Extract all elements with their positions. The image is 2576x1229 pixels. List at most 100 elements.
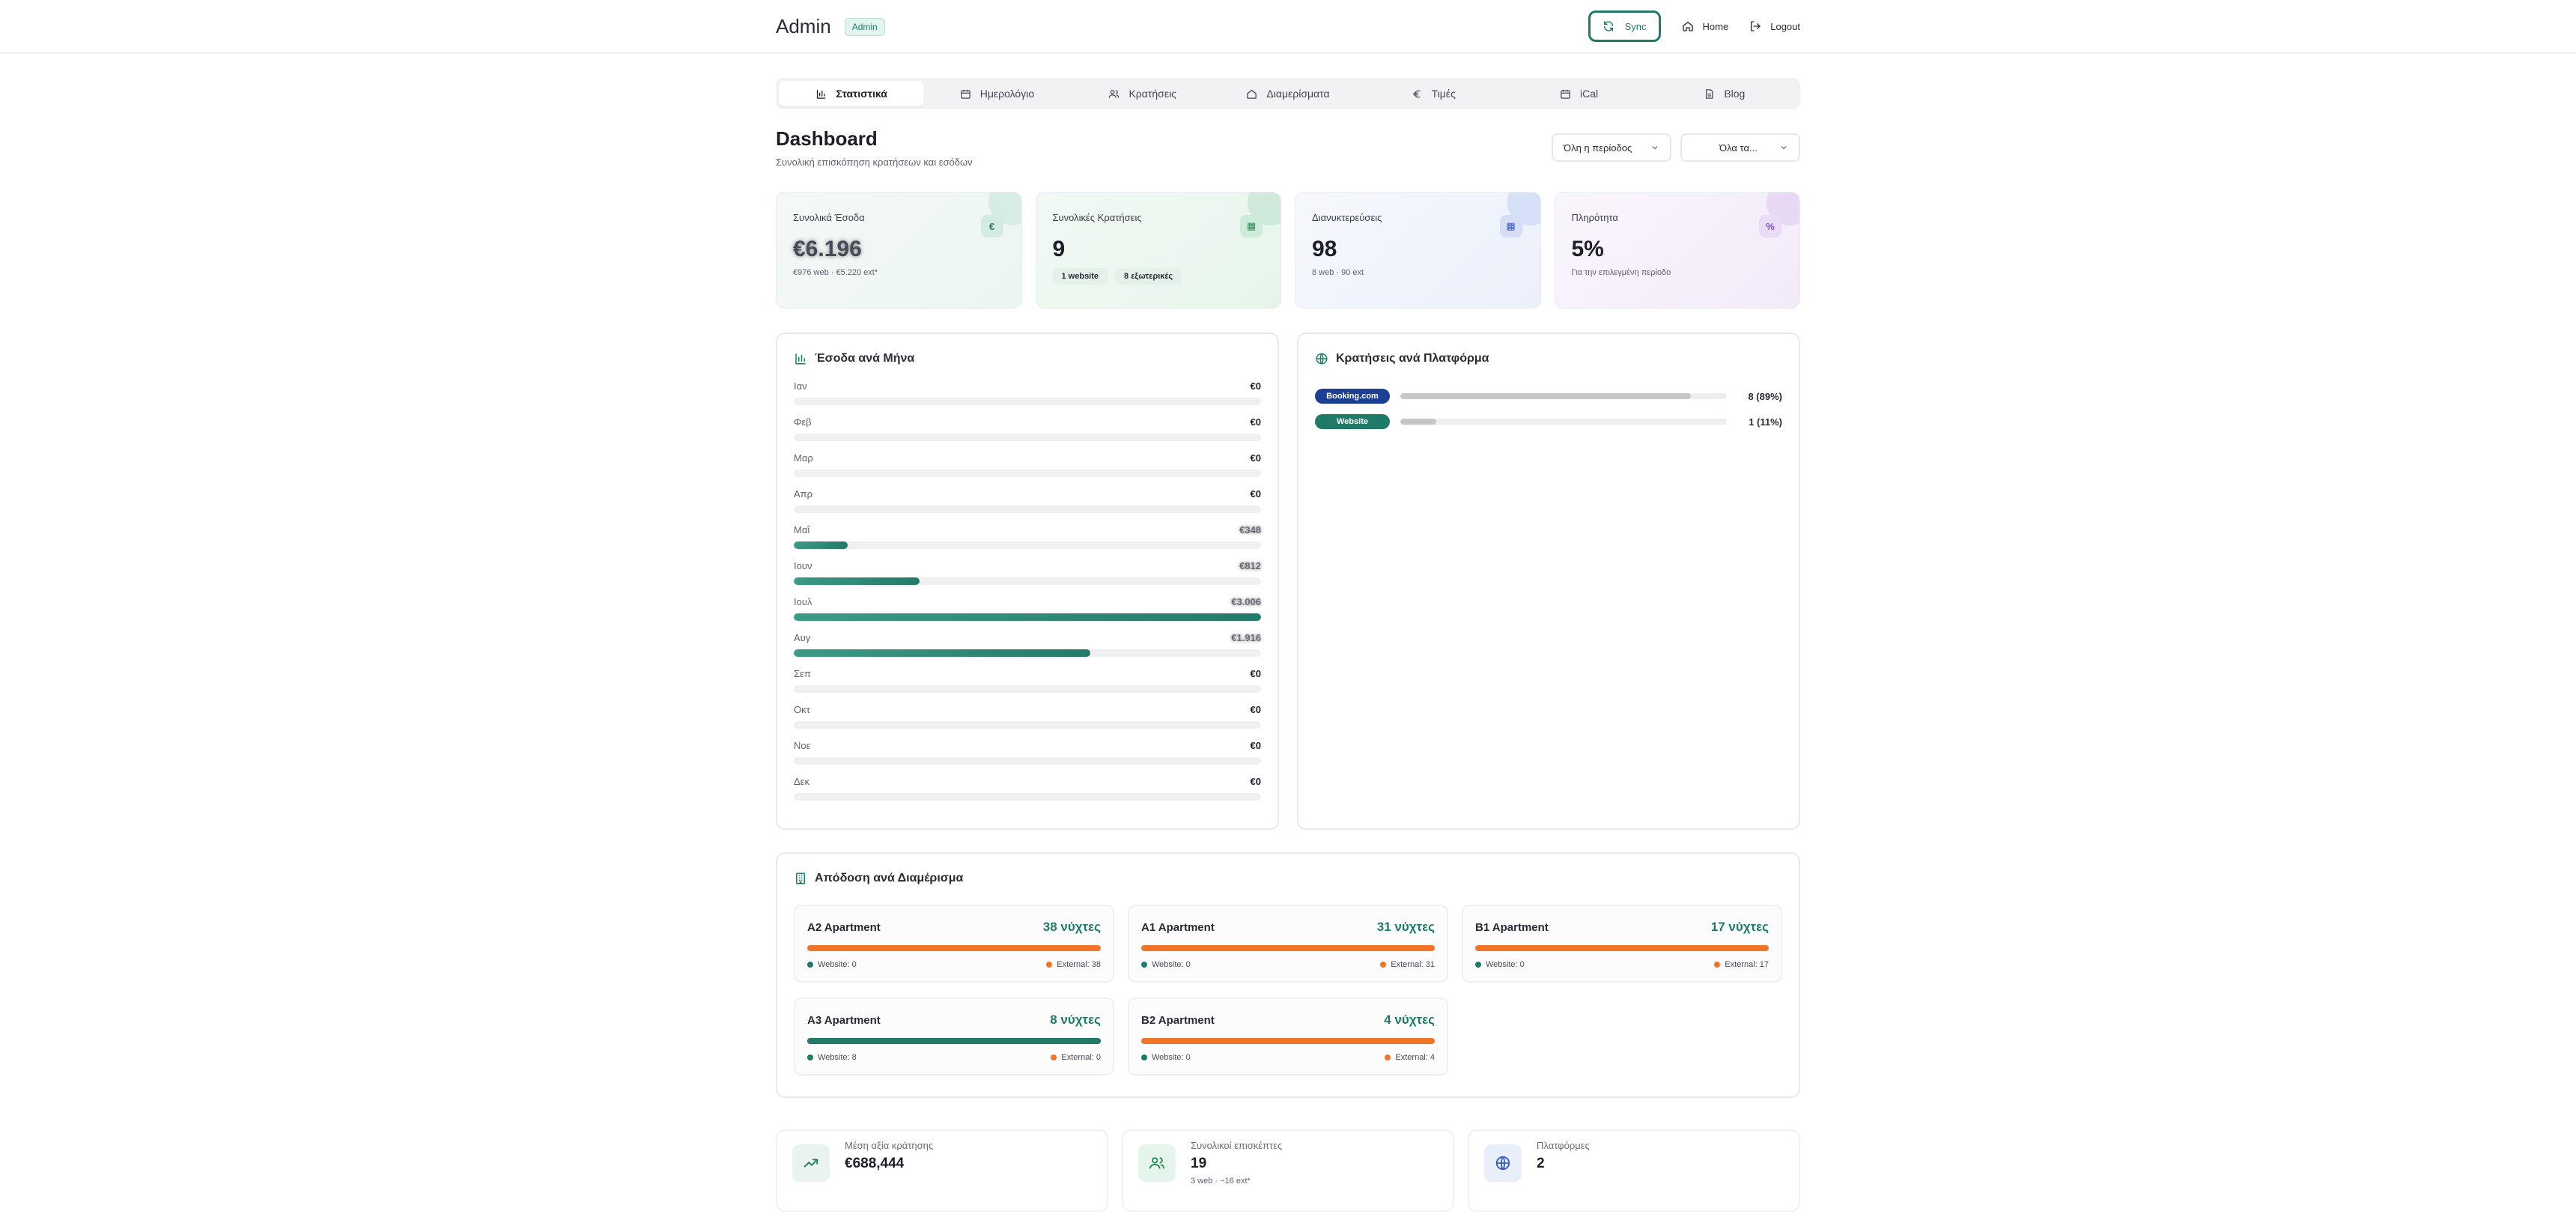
platform-badge: Website [1315, 414, 1390, 429]
apartment-card-header: B1 Apartment 17 νύχτες [1475, 920, 1769, 935]
trending-up-icon [792, 1144, 830, 1182]
filters: Όλη η περίοδος Όλα τα... [1552, 133, 1800, 162]
month-bar-track [794, 434, 1261, 441]
apartment-split-bar [807, 945, 1101, 951]
month-value: €0 [1250, 488, 1261, 500]
sync-button[interactable]: Sync [1588, 10, 1661, 42]
platform-list: Booking.com 8 (89%) Website 1 (11%) [1315, 383, 1782, 434]
website-count-text: Website: 0 [1486, 960, 1525, 969]
apartment-split-bar [1141, 1038, 1435, 1044]
month-header: Ιουν €812 [794, 560, 1261, 571]
stat-card-nights: Διανυκτερεύσεις ▦ 98 8 web · 90 ext [1295, 192, 1541, 309]
apartment-split-bar [807, 1038, 1101, 1044]
website-count: Website: 0 [807, 960, 857, 969]
month-name: Σεπ [794, 668, 811, 679]
page-title: Dashboard [776, 127, 878, 150]
month-row: Νοε €0 [794, 740, 1261, 776]
month-row: Μαρ €0 [794, 452, 1261, 488]
month-bar-fill [794, 541, 848, 549]
tab-label: Στατιστικά [836, 88, 887, 100]
summary-card-platforms: Πλατφόρμες 2 [1468, 1129, 1800, 1212]
month-header: Σεπ €0 [794, 668, 1261, 679]
chevron-down-icon [1779, 143, 1788, 152]
apartment-name: A1 Apartment [1141, 921, 1215, 934]
panel-title-text: Απόδοση ανά Διαμέρισμα [815, 872, 964, 884]
month-value: €0 [1250, 416, 1261, 428]
month-row: Δεκ €0 [794, 776, 1261, 812]
tab-prices[interactable]: Τιμές [1361, 81, 1506, 106]
period-select-value: Όλη η περίοδος [1564, 142, 1632, 154]
tab-blog[interactable]: Blog [1652, 81, 1797, 106]
website-dot-icon [1141, 962, 1147, 968]
apartment-select[interactable]: Όλα τα... [1680, 133, 1800, 162]
panel-title-text: Κρατήσεις ανά Πλατφόρμα [1336, 352, 1489, 365]
calendar-icon [1560, 88, 1571, 100]
external-dot-icon [1380, 962, 1387, 968]
euro-icon [1412, 88, 1423, 100]
external-count-text: External: 4 [1395, 1053, 1435, 1062]
period-select[interactable]: Όλη η περίοδος [1552, 133, 1671, 162]
month-header: Μαρ €0 [794, 452, 1261, 464]
month-row: Μαΐ €348 [794, 524, 1261, 560]
logout-icon [1749, 20, 1761, 32]
home-link[interactable]: Home [1682, 20, 1728, 32]
summary-text: Πλατφόρμες 2 [1537, 1140, 1590, 1201]
logout-link[interactable]: Logout [1749, 20, 1800, 32]
stat-value: 9 [1052, 237, 1066, 261]
month-header: Ιουλ €3.006 [794, 596, 1261, 607]
tab-ical[interactable]: iCal [1506, 81, 1651, 106]
month-value: €1.916 [1231, 632, 1261, 643]
summary-note: 3 web · ~16 ext* [1191, 1177, 1251, 1186]
apartment-nights: 4 νύχτες [1384, 1013, 1435, 1027]
website-chip: 1 website [1052, 268, 1108, 285]
external-count-text: External: 0 [1061, 1053, 1101, 1062]
building-icon [794, 872, 807, 885]
month-header: Ιαν €0 [794, 380, 1261, 392]
month-bar-track [794, 398, 1261, 405]
stat-chips: 1 website 8 εξωτερικές [1052, 268, 1265, 285]
external-count: External: 17 [1714, 960, 1769, 969]
tab-label: Διαμερίσματα [1266, 88, 1330, 100]
website-dot-icon [807, 962, 813, 968]
month-name: Απρ [794, 488, 813, 500]
website-count: Website: 0 [1141, 1053, 1191, 1062]
month-bar-track [794, 721, 1261, 729]
stat-label: Συνολικά Έσοδα [793, 212, 865, 223]
dashboard-header: Dashboard Συνολική επισκόπηση κρατήσεων … [776, 127, 973, 168]
tab-calendar[interactable]: Ημερολόγιο [924, 81, 1069, 106]
platform-value: 8 (89%) [1748, 390, 1782, 402]
month-row: Σεπ €0 [794, 668, 1261, 704]
external-count: External: 0 [1051, 1053, 1101, 1062]
monthly-revenue-panel: Έσοδα ανά Μήνα Ιαν €0 Φεβ €0 Μαρ €0 Απρ €0 Μαΐ €3… [776, 333, 1279, 830]
tab-bookings[interactable]: Κρατήσεις [1070, 81, 1215, 106]
summary-text: Συνολικοί επισκέπτες 19 3 web · ~16 ext* [1191, 1140, 1282, 1201]
external-count: External: 38 [1046, 960, 1101, 969]
platform-value: 1 (11%) [1749, 416, 1782, 428]
website-count-text: Website: 0 [1152, 1053, 1191, 1062]
external-count: External: 31 [1380, 960, 1435, 969]
stat-label: Πληρότητα [1571, 212, 1618, 223]
month-bar-track [794, 757, 1261, 765]
apartment-card-footer: Website: 0 External: 38 [807, 960, 1101, 969]
month-row: Ιουλ €3.006 [794, 596, 1261, 632]
month-header: Δεκ €0 [794, 776, 1261, 787]
apartment-performance-panel: Απόδοση ανά Διαμέρισμα A2 Apartment 38 νύ… [776, 852, 1800, 1098]
month-row: Ιαν €0 [794, 380, 1261, 416]
website-count: Website: 0 [1475, 960, 1525, 969]
percent-icon: % [1759, 215, 1781, 237]
tab-statistics[interactable]: Στατιστικά [779, 81, 925, 106]
month-bar-track [794, 685, 1261, 693]
tab-apartments[interactable]: Διαμερίσματα [1215, 81, 1361, 106]
month-header: Απρ €0 [794, 488, 1261, 500]
calendar-icon: ▦ [1499, 215, 1522, 237]
summary-card-guests: Συνολικοί επισκέπτες 19 3 web · ~16 ext* [1122, 1129, 1454, 1212]
month-header: Μαΐ €348 [794, 524, 1261, 535]
stat-card-bookings: Συνολικές Κρατήσεις ▦ 9 1 website 8 εξωτ… [1035, 192, 1281, 309]
external-dot-icon [1714, 962, 1721, 968]
platform-bar-track [1400, 419, 1727, 425]
apartment-card-header: A1 Apartment 31 νύχτες [1141, 920, 1435, 935]
globe-icon [1315, 352, 1328, 365]
external-dot-icon [1051, 1054, 1057, 1061]
stat-value: 98 [1312, 237, 1337, 261]
document-icon [1704, 88, 1715, 100]
